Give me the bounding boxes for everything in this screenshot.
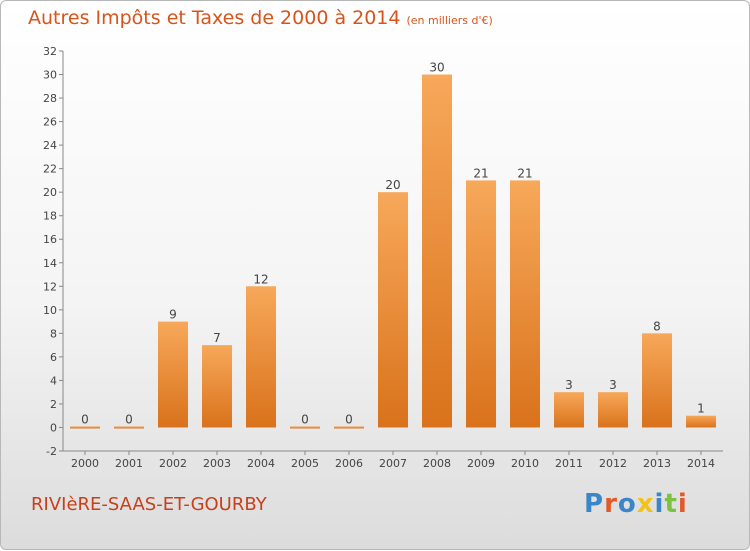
y-tick-label: 8	[50, 327, 57, 340]
data-label-2007: 20	[385, 178, 400, 192]
data-label-2006: 0	[345, 412, 353, 426]
x-tick-label-2003: 2003	[203, 457, 231, 470]
chart-title-text: Autres Impôts et Taxes de 2000 à 2014	[28, 7, 401, 29]
data-label-2003: 7	[213, 331, 221, 345]
data-label-2012: 3	[609, 378, 617, 392]
y-tick-label: 4	[50, 374, 57, 387]
y-tick-label: 22	[43, 163, 57, 176]
bar-2002	[158, 321, 188, 428]
bar-2001	[114, 426, 144, 429]
logo-letter: i	[654, 489, 665, 519]
y-tick-label: 24	[43, 139, 57, 152]
bar-2013	[642, 333, 672, 428]
bar-2006	[334, 426, 364, 429]
x-tick-label-2005: 2005	[291, 457, 319, 470]
bar-2008	[422, 74, 452, 428]
bar-2009	[466, 180, 496, 428]
y-tick-label: 6	[50, 351, 57, 364]
chart-title: Autres Impôts et Taxes de 2000 à 2014 (en…	[28, 7, 493, 29]
chart-subtitle: (en milliers d'€)	[406, 14, 493, 27]
y-tick-label: 20	[43, 186, 57, 199]
data-label-2000: 0	[81, 412, 89, 426]
logo-letter: r	[604, 489, 618, 519]
commune-name: RIVIèRE-SAAS-ET-GOURBY	[31, 494, 267, 515]
logo-letter: P	[584, 489, 605, 519]
y-tick-label: 14	[43, 257, 57, 270]
data-label-2005: 0	[301, 412, 309, 426]
y-tick-label: 2	[50, 398, 57, 411]
bar-2005	[290, 426, 320, 429]
y-tick-label: 18	[43, 210, 57, 223]
x-tick-label-2011: 2011	[555, 457, 583, 470]
data-label-2009: 21	[473, 166, 488, 180]
x-tick-label-2002: 2002	[159, 457, 187, 470]
y-tick-label: 32	[43, 45, 57, 58]
data-label-2004: 12	[253, 272, 268, 286]
logo-letter: o	[617, 489, 637, 519]
x-tick-label-2014: 2014	[687, 457, 715, 470]
data-label-2013: 8	[653, 319, 661, 333]
proxiti-logo: Proxiti	[584, 489, 688, 519]
logo-letter: x	[636, 489, 655, 519]
x-tick-label-2009: 2009	[467, 457, 495, 470]
x-tick-label-2007: 2007	[379, 457, 407, 470]
x-tick-label-2013: 2013	[643, 457, 671, 470]
x-tick-label-2001: 2001	[115, 457, 143, 470]
y-tick-label: 10	[43, 304, 57, 317]
data-label-2010: 21	[517, 166, 532, 180]
x-tick-label-2010: 2010	[511, 457, 539, 470]
logo-letter: i	[677, 489, 688, 519]
data-label-2008: 30	[429, 61, 444, 75]
y-tick-label: 12	[43, 280, 57, 293]
x-tick-label-2006: 2006	[335, 457, 363, 470]
x-tick-label-2004: 2004	[247, 457, 275, 470]
y-tick-label: -2	[46, 445, 57, 458]
bar-2012	[598, 392, 628, 428]
logo-letter: t	[664, 489, 678, 519]
x-tick-label-2000: 2000	[71, 457, 99, 470]
data-label-2001: 0	[125, 412, 133, 426]
bar-2000	[70, 426, 100, 429]
y-tick-label: 28	[43, 92, 57, 105]
bar-2004	[246, 286, 276, 428]
y-tick-label: 26	[43, 116, 57, 129]
bar-2011	[554, 392, 584, 428]
x-tick-label-2012: 2012	[599, 457, 627, 470]
bar-2014	[686, 415, 716, 428]
bar-2010	[510, 180, 540, 428]
bar-2007	[378, 192, 408, 428]
data-label-2011: 3	[565, 378, 573, 392]
y-tick-label: 30	[43, 69, 57, 82]
y-tick-label: 0	[50, 421, 57, 434]
data-label-2002: 9	[169, 308, 177, 322]
data-label-2014: 1	[697, 402, 705, 416]
x-tick-label-2008: 2008	[423, 457, 451, 470]
bar-2003	[202, 345, 232, 428]
y-tick-label: 16	[43, 233, 57, 246]
